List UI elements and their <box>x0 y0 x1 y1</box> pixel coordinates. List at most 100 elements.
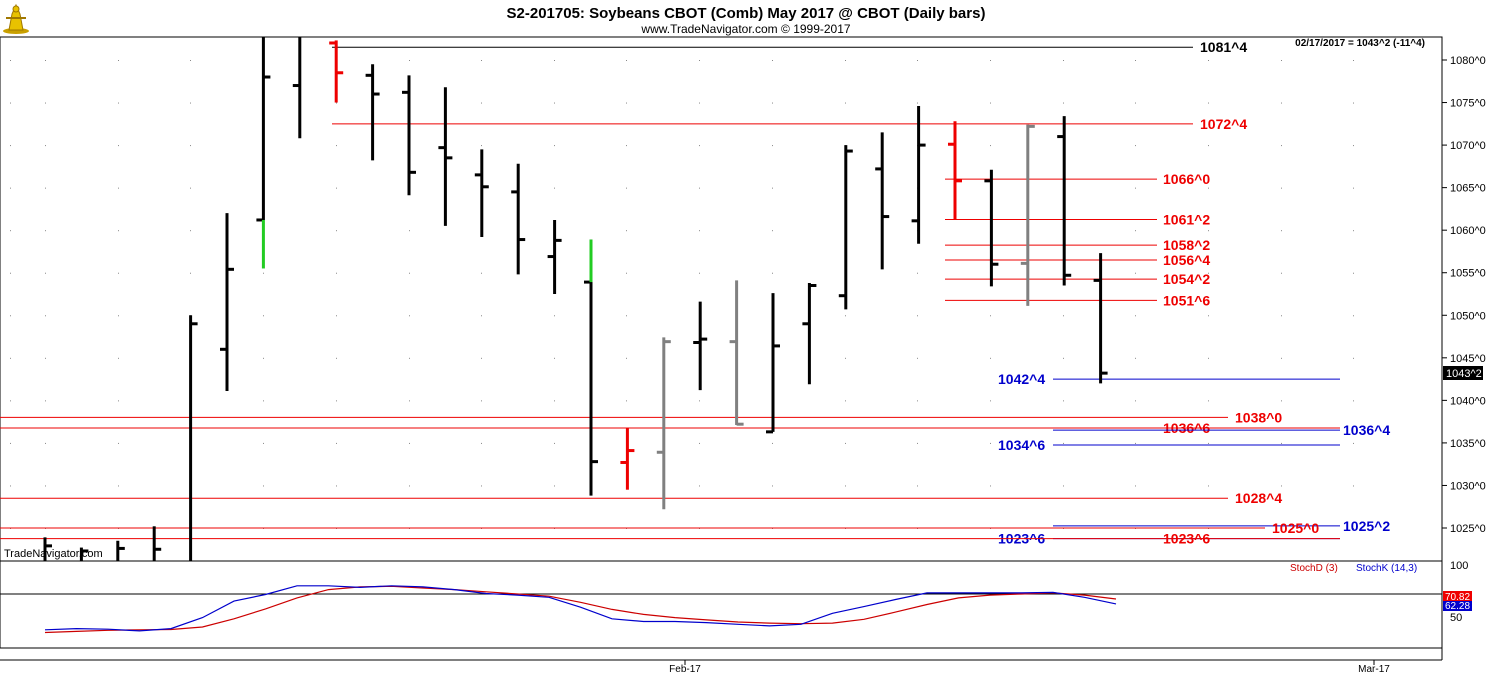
grid-dot <box>1281 357 1282 359</box>
grid-dot <box>10 145 11 147</box>
grid-dot <box>45 145 46 147</box>
chart-title: S2-201705: Soybeans CBOT (Comb) May 2017… <box>507 5 986 22</box>
grid-dot <box>1281 145 1282 147</box>
grid-dot <box>409 400 410 402</box>
grid-dot <box>10 442 11 444</box>
y-tick-label: 1055^0 <box>1450 268 1486 280</box>
grid-dot <box>190 272 191 274</box>
grid-dot <box>772 442 773 444</box>
grid-dot <box>263 485 264 487</box>
grid-dot <box>917 272 918 274</box>
grid-dot <box>1063 442 1064 444</box>
grid-dot <box>190 145 191 147</box>
grid-dot <box>845 357 846 359</box>
grid-dot <box>1063 315 1064 317</box>
grid-dot <box>1353 400 1354 402</box>
grid-dot <box>1135 272 1136 274</box>
grid-dot <box>1135 60 1136 61</box>
grid-dot <box>1208 187 1209 189</box>
grid-dot <box>990 102 991 104</box>
grid-dot <box>336 357 337 359</box>
grid-dot <box>1135 357 1136 359</box>
grid-dot <box>917 357 918 359</box>
level-label: 1072^4 <box>1200 116 1247 132</box>
stochk-last-label: 62.28 <box>1445 601 1470 612</box>
grid-dot <box>917 102 918 104</box>
last-price-label: 1043^2 <box>1446 368 1482 380</box>
grid-dot <box>1281 60 1282 61</box>
grid-dot <box>481 315 482 317</box>
grid-dot <box>1353 187 1354 189</box>
grid-dot <box>1208 272 1209 274</box>
grid-dot <box>554 60 555 61</box>
grid-dot <box>336 315 337 317</box>
level-label: 1036^4 <box>1343 422 1390 438</box>
last-value-info: 02/17/2017 = 1043^2 (-11^4) <box>1295 38 1425 49</box>
grid-dot <box>190 187 191 189</box>
grid-dot <box>699 485 700 487</box>
grid-dot <box>1353 230 1354 232</box>
grid-dot <box>626 230 627 232</box>
grid-dot <box>1281 485 1282 487</box>
grid-dot <box>772 145 773 147</box>
grid-dot <box>481 485 482 487</box>
level-label: 1061^2 <box>1163 212 1210 228</box>
grid-dot <box>190 230 191 232</box>
grid-dot <box>409 357 410 359</box>
level-label: 1081^4 <box>1200 39 1247 55</box>
grid-dot <box>917 315 918 317</box>
grid-dot <box>554 442 555 444</box>
legend-stochk: StochK (14,3) <box>1356 563 1417 574</box>
grid-dot <box>1353 315 1354 317</box>
level-label: 1025^0 <box>1272 520 1319 536</box>
grid-dot <box>1063 60 1064 61</box>
grid-dot <box>336 187 337 189</box>
grid-dot <box>409 442 410 444</box>
grid-dot <box>845 442 846 444</box>
price-panel <box>0 36 1443 562</box>
stochk-last-tag <box>1443 601 1472 611</box>
grid-dot <box>45 230 46 232</box>
grid-dot <box>1281 442 1282 444</box>
grid-dot <box>118 485 119 487</box>
grid-dot <box>1353 272 1354 274</box>
grid-dot <box>554 145 555 147</box>
grid-dot <box>1208 315 1209 317</box>
level-label: 1023^6 <box>1163 531 1210 547</box>
grid-dot <box>118 145 119 147</box>
stochastic-lines <box>0 585 1442 634</box>
grid-dot <box>45 400 46 402</box>
grid-dot <box>1135 400 1136 402</box>
grid-dot <box>45 102 46 104</box>
grid-dot <box>1281 102 1282 104</box>
grid-dot <box>1208 102 1209 104</box>
grid-dot <box>990 400 991 402</box>
level-label: 1038^0 <box>1235 409 1282 425</box>
grid-dot <box>772 272 773 274</box>
price-axis: 1025^0 1030^0 1035^0 1040^0 1045^0 1050^0 1055… <box>1442 55 1486 535</box>
grid-dot <box>45 442 46 444</box>
grid-dot <box>1353 528 1354 529</box>
grid-dot <box>1208 145 1209 147</box>
grid-dot <box>336 230 337 232</box>
grid-dot <box>1135 485 1136 487</box>
grid-dot <box>45 485 46 487</box>
stoch-tick-100: 100 <box>1450 560 1468 572</box>
grid-dot <box>118 272 119 274</box>
y-tick-label: 1030^0 <box>1450 480 1486 492</box>
trade-navigator-logo-icon <box>3 3 29 34</box>
grid-dot <box>990 485 991 487</box>
grid-dot <box>263 272 264 274</box>
grid-dot <box>626 60 627 61</box>
grid-dot <box>554 400 555 402</box>
level-label: 1056^4 <box>1163 252 1210 268</box>
grid-dot <box>772 485 773 487</box>
level-label: 1066^0 <box>1163 171 1210 187</box>
grid-dot <box>481 357 482 359</box>
stochd-last-tag <box>1443 591 1472 602</box>
grid-dot <box>699 60 700 61</box>
grid-dot <box>336 442 337 444</box>
grid-dot <box>118 102 119 104</box>
grid-dot <box>336 272 337 274</box>
